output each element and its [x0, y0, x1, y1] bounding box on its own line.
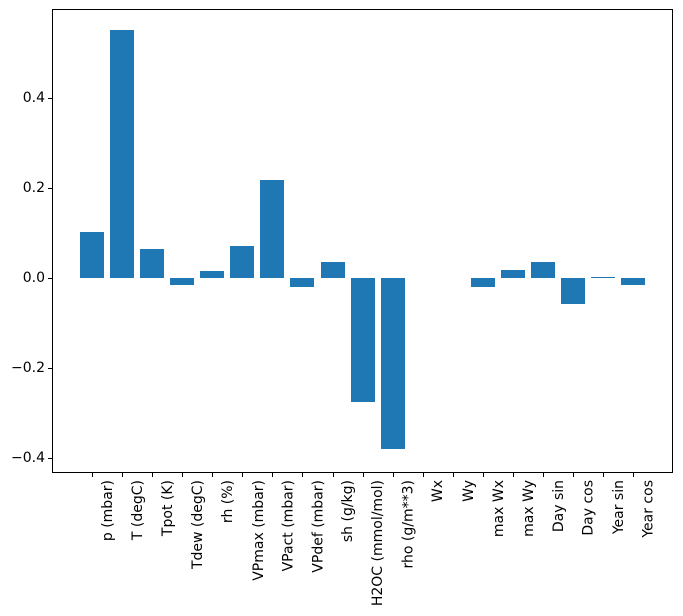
x-axis-tick-label: Wx	[430, 480, 447, 503]
x-axis-tick-label: Day cos	[580, 480, 597, 536]
bar	[230, 246, 255, 278]
bar	[80, 232, 105, 278]
bar	[200, 271, 225, 278]
y-axis-tick-label: 0.0	[22, 269, 45, 286]
bar	[470, 277, 495, 288]
x-axis-tick	[392, 473, 394, 477]
x-axis-tick	[512, 473, 514, 477]
x-axis-tick	[272, 473, 274, 477]
y-axis-tick-label: 0.2	[22, 179, 45, 196]
x-axis-tick-label: Year sin	[610, 480, 627, 535]
x-axis-tick-label: VPact (mbar)	[280, 480, 297, 572]
x-axis-tick-label: p (mbar)	[100, 480, 117, 542]
x-axis-tick	[92, 473, 94, 477]
bar	[170, 277, 195, 286]
y-axis-tick	[48, 458, 52, 460]
x-axis-tick	[212, 473, 214, 477]
x-axis-tick	[302, 473, 304, 477]
y-axis-tick	[48, 187, 52, 189]
x-axis-tick	[482, 473, 484, 477]
x-axis-tick-label: Year cos	[640, 480, 657, 538]
x-axis-tick-label: rh (%)	[220, 480, 237, 524]
bar	[290, 277, 315, 287]
bar	[110, 30, 135, 278]
bar	[590, 276, 615, 278]
x-axis-tick	[422, 473, 424, 477]
x-axis-tick-label: VPdef (mbar)	[310, 480, 327, 573]
x-axis-tick	[572, 473, 574, 477]
bar	[620, 277, 645, 286]
bar	[260, 179, 285, 278]
x-axis-tick	[542, 473, 544, 477]
y-axis-tick	[48, 277, 52, 279]
x-axis-tick-label: Day sin	[550, 480, 567, 533]
x-axis-tick	[332, 473, 334, 477]
x-axis-tick-label: Tdew (degC)	[190, 480, 207, 570]
y-axis-tick-label: 0.4	[22, 89, 45, 106]
x-axis-tick-label: rho (g/m**3)	[400, 480, 417, 569]
bar	[320, 262, 345, 278]
x-axis-tick	[152, 473, 154, 477]
x-axis-tick-label: Tpot (K)	[160, 480, 177, 537]
bar	[140, 249, 165, 278]
x-axis-tick	[362, 473, 364, 477]
bar	[350, 277, 375, 402]
y-axis-tick-label: −0.2	[11, 360, 45, 376]
bar	[500, 270, 525, 278]
bar	[530, 261, 555, 278]
x-axis-tick-label: sh (g/kg)	[340, 480, 357, 543]
y-axis-tick	[48, 368, 52, 369]
x-axis-tick	[452, 473, 454, 477]
plot-area	[52, 9, 673, 473]
x-axis-tick-label: Wy	[460, 480, 477, 502]
x-axis-tick	[122, 473, 124, 477]
bar	[560, 277, 585, 304]
bar	[380, 277, 405, 450]
x-axis-tick	[242, 473, 244, 477]
y-axis-tick-label: −0.4	[11, 450, 45, 467]
x-axis-tick-label: H2OC (mmol/mol)	[370, 480, 387, 607]
x-axis-tick-label: max Wx	[490, 480, 507, 538]
x-axis-tick	[602, 473, 604, 477]
x-axis-tick-label: VPmax (mbar)	[250, 480, 267, 581]
x-axis-tick-label: max Wy	[520, 480, 537, 537]
x-axis-tick	[632, 473, 634, 477]
y-axis-tick	[48, 97, 52, 99]
x-axis-tick	[182, 473, 184, 477]
x-axis-tick-label: T (degC)	[130, 480, 147, 541]
